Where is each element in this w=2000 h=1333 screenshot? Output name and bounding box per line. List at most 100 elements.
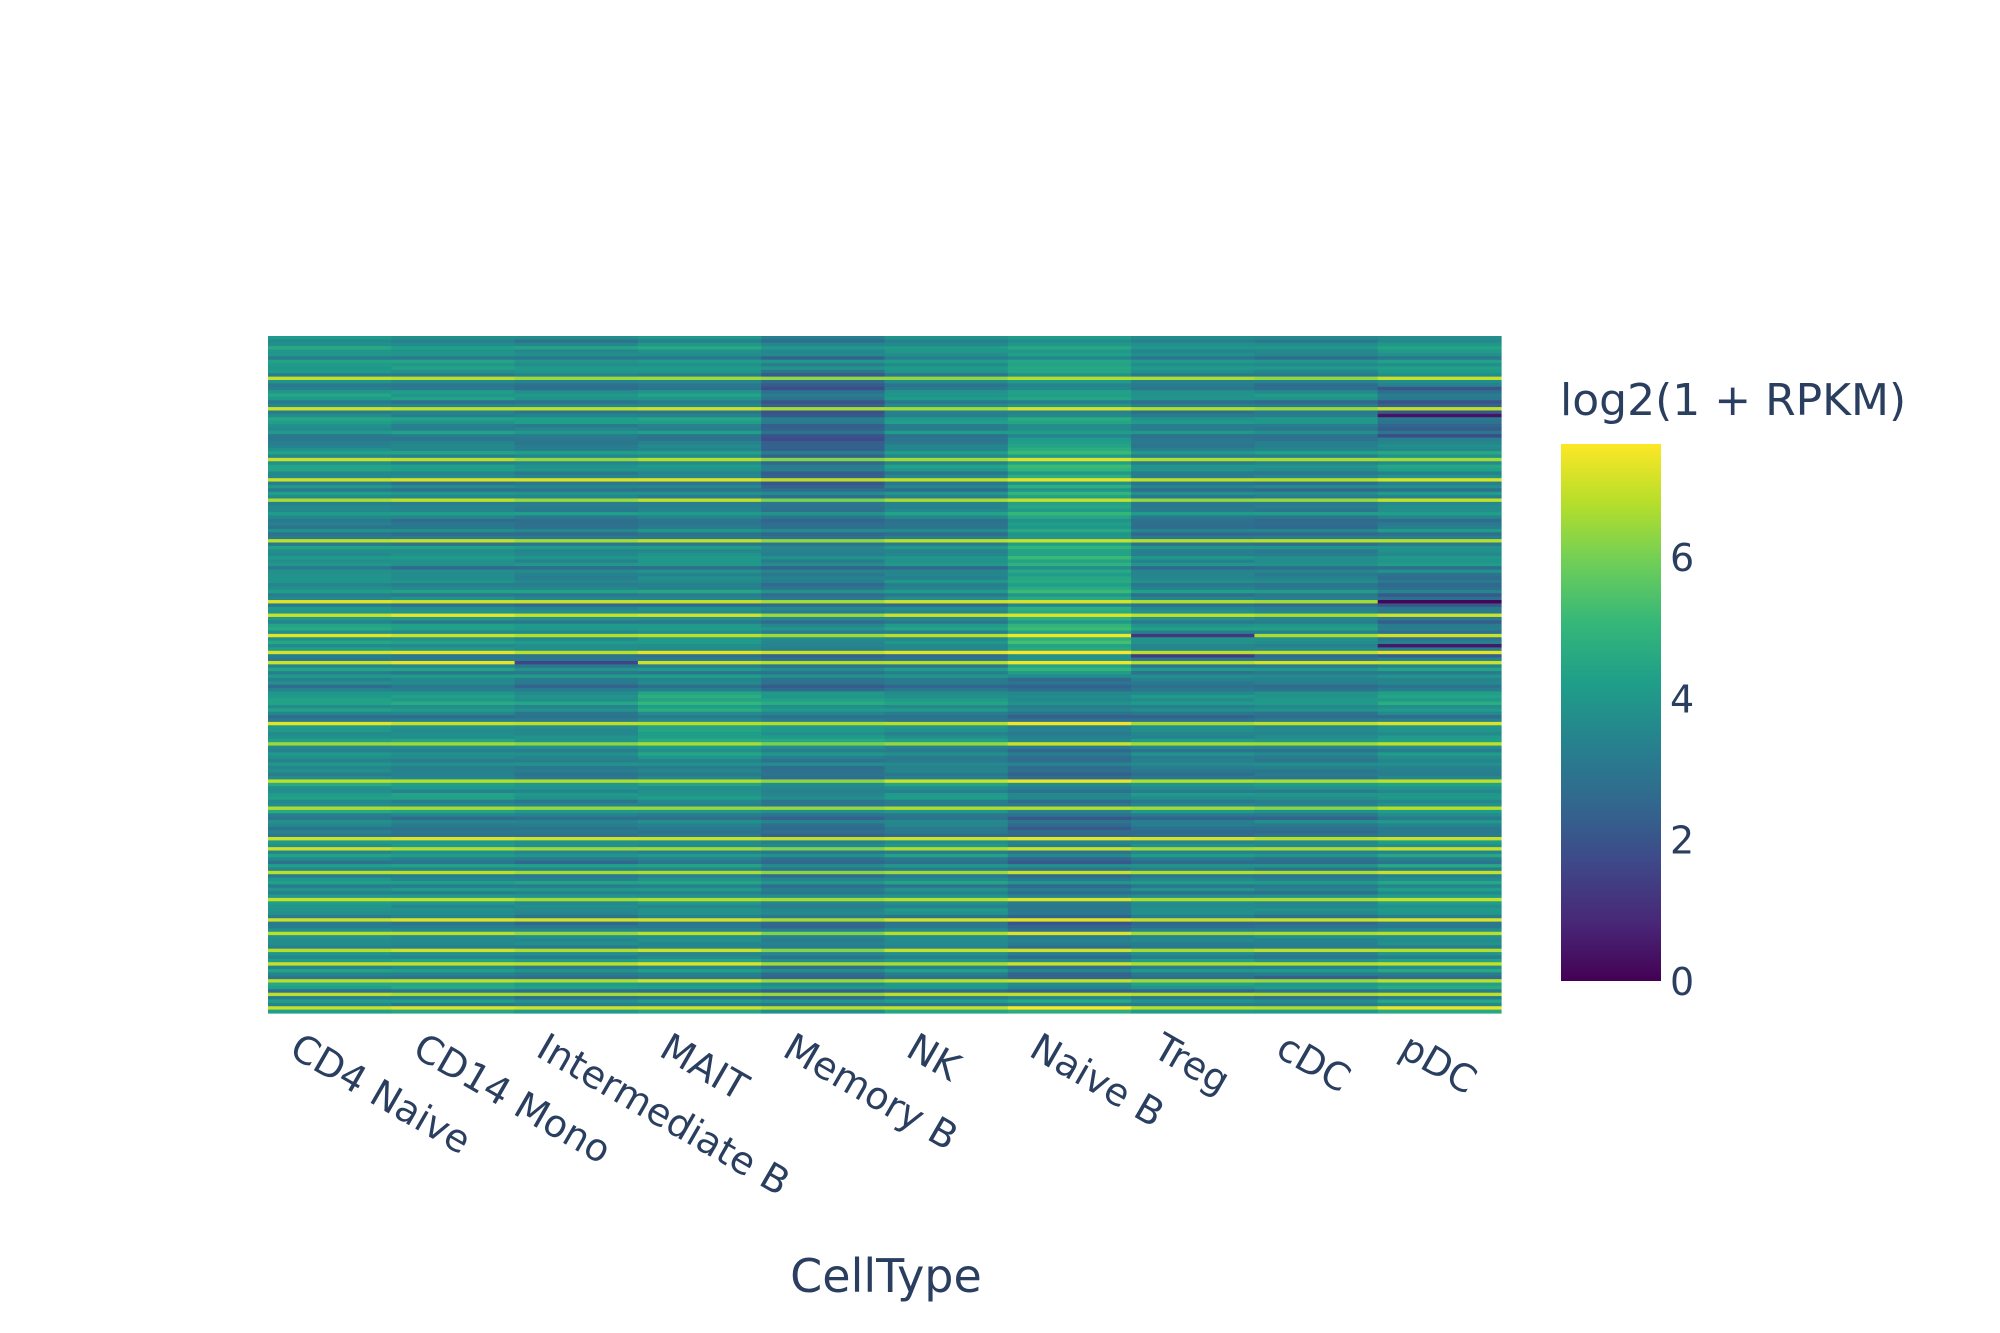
heatmap-cell[interactable] bbox=[761, 637, 886, 642]
heatmap-cell[interactable] bbox=[637, 721, 762, 726]
heatmap-cell[interactable] bbox=[884, 660, 1009, 665]
heatmap-cell[interactable] bbox=[514, 826, 639, 831]
heatmap-cell[interactable] bbox=[761, 969, 886, 973]
heatmap-cell[interactable] bbox=[637, 413, 762, 418]
heatmap-cell[interactable] bbox=[268, 799, 392, 804]
heatmap-cell[interactable] bbox=[637, 437, 762, 442]
heatmap-cell[interactable] bbox=[884, 745, 1009, 750]
heatmap-cell[interactable] bbox=[514, 532, 639, 537]
heatmap-cell[interactable] bbox=[637, 606, 762, 611]
heatmap-cell[interactable] bbox=[637, 745, 762, 750]
heatmap-cell[interactable] bbox=[391, 410, 516, 415]
heatmap-cell[interactable] bbox=[884, 424, 1009, 428]
heatmap-cell[interactable] bbox=[1254, 955, 1379, 960]
heatmap-cell[interactable] bbox=[1131, 596, 1255, 601]
heatmap-cell[interactable] bbox=[268, 962, 392, 967]
heatmap-cell[interactable] bbox=[1377, 742, 1502, 747]
heatmap-cell[interactable] bbox=[268, 424, 392, 428]
heatmap-cell[interactable] bbox=[391, 525, 516, 530]
heatmap-cell[interactable] bbox=[637, 803, 762, 808]
heatmap-cell[interactable] bbox=[1007, 982, 1132, 987]
heatmap-cell[interactable] bbox=[268, 711, 392, 716]
heatmap-cell[interactable] bbox=[1254, 874, 1379, 879]
heatmap-cell[interactable] bbox=[1254, 383, 1379, 388]
heatmap-cell[interactable] bbox=[514, 975, 639, 980]
heatmap-cell[interactable] bbox=[637, 566, 762, 571]
heatmap-cell[interactable] bbox=[1007, 390, 1132, 395]
heatmap-cell[interactable] bbox=[1254, 359, 1379, 364]
heatmap-cell[interactable] bbox=[1131, 901, 1255, 906]
heatmap-cell[interactable] bbox=[268, 789, 392, 794]
heatmap-cell[interactable] bbox=[514, 816, 639, 821]
heatmap-cell[interactable] bbox=[268, 874, 392, 879]
heatmap-cell[interactable] bbox=[1377, 806, 1502, 811]
heatmap-cell[interactable] bbox=[514, 552, 639, 557]
heatmap-cell[interactable] bbox=[1007, 908, 1132, 913]
heatmap-cell[interactable] bbox=[1377, 830, 1502, 835]
heatmap-cell[interactable] bbox=[268, 721, 392, 726]
heatmap-cell[interactable] bbox=[1254, 542, 1379, 547]
heatmap-cell[interactable] bbox=[884, 366, 1009, 371]
heatmap-cell[interactable] bbox=[1007, 491, 1132, 496]
heatmap-cell[interactable] bbox=[884, 952, 1009, 957]
heatmap-cell[interactable] bbox=[1254, 718, 1379, 723]
heatmap-cell[interactable] bbox=[268, 579, 392, 584]
heatmap-cell[interactable] bbox=[1131, 820, 1255, 825]
heatmap-cell[interactable] bbox=[761, 931, 886, 936]
heatmap-cell[interactable] bbox=[1007, 471, 1132, 476]
heatmap-cell[interactable] bbox=[884, 941, 1009, 946]
heatmap-cell[interactable] bbox=[1254, 539, 1379, 544]
heatmap-cell[interactable] bbox=[1007, 732, 1132, 737]
heatmap-cell[interactable] bbox=[1007, 549, 1132, 554]
heatmap-cell[interactable] bbox=[268, 613, 392, 618]
heatmap-cell[interactable] bbox=[761, 454, 886, 459]
heatmap-cell[interactable] bbox=[1377, 748, 1502, 753]
heatmap-cell[interactable] bbox=[884, 545, 1009, 550]
heatmap-cell[interactable] bbox=[514, 447, 639, 452]
heatmap-cell[interactable] bbox=[1254, 776, 1379, 781]
heatmap-cell[interactable] bbox=[268, 755, 392, 760]
heatmap-cell[interactable] bbox=[514, 918, 639, 923]
heatmap-cell[interactable] bbox=[391, 928, 516, 933]
heatmap-cell[interactable] bbox=[884, 901, 1009, 906]
heatmap-cell[interactable] bbox=[1007, 501, 1132, 506]
heatmap-cell[interactable] bbox=[1377, 880, 1502, 885]
heatmap-cell[interactable] bbox=[1254, 772, 1379, 777]
heatmap-cell[interactable] bbox=[637, 630, 762, 635]
heatmap-cell[interactable] bbox=[884, 786, 1009, 791]
heatmap-cell[interactable] bbox=[1007, 400, 1132, 405]
heatmap-cell[interactable] bbox=[637, 603, 762, 608]
heatmap-cell[interactable] bbox=[514, 931, 639, 936]
heatmap-cell[interactable] bbox=[637, 847, 762, 852]
heatmap-cell[interactable] bbox=[1131, 424, 1255, 428]
heatmap-cell[interactable] bbox=[884, 769, 1009, 774]
heatmap-cell[interactable] bbox=[1254, 545, 1379, 550]
heatmap-cell[interactable] bbox=[391, 765, 516, 770]
heatmap-cell[interactable] bbox=[1131, 508, 1255, 513]
heatmap-cell[interactable] bbox=[637, 786, 762, 791]
heatmap-cell[interactable] bbox=[391, 843, 516, 848]
heatmap-cell[interactable] bbox=[1131, 342, 1255, 347]
heatmap-cell[interactable] bbox=[391, 518, 516, 523]
heatmap-cell[interactable] bbox=[637, 532, 762, 537]
heatmap-cell[interactable] bbox=[1007, 522, 1132, 527]
heatmap-cell[interactable] bbox=[1254, 901, 1379, 906]
heatmap-cell[interactable] bbox=[884, 630, 1009, 635]
heatmap-cell[interactable] bbox=[884, 759, 1009, 764]
heatmap-cell[interactable] bbox=[391, 748, 516, 753]
heatmap-cell[interactable] bbox=[884, 400, 1009, 405]
heatmap-cell[interactable] bbox=[1254, 363, 1379, 368]
heatmap-cell[interactable] bbox=[637, 528, 762, 533]
heatmap-cell[interactable] bbox=[1131, 840, 1255, 845]
heatmap-cell[interactable] bbox=[761, 518, 886, 523]
heatmap-cell[interactable] bbox=[514, 748, 639, 753]
heatmap-cell[interactable] bbox=[761, 386, 886, 391]
heatmap-cell[interactable] bbox=[268, 911, 392, 916]
heatmap-cell[interactable] bbox=[268, 627, 392, 632]
heatmap-cell[interactable] bbox=[391, 515, 516, 520]
heatmap-cell[interactable] bbox=[268, 556, 392, 560]
heatmap-cell[interactable] bbox=[1131, 437, 1255, 442]
heatmap-cell[interactable] bbox=[1007, 904, 1132, 909]
heatmap-cell[interactable] bbox=[268, 569, 392, 574]
heatmap-cell[interactable] bbox=[1254, 552, 1379, 557]
